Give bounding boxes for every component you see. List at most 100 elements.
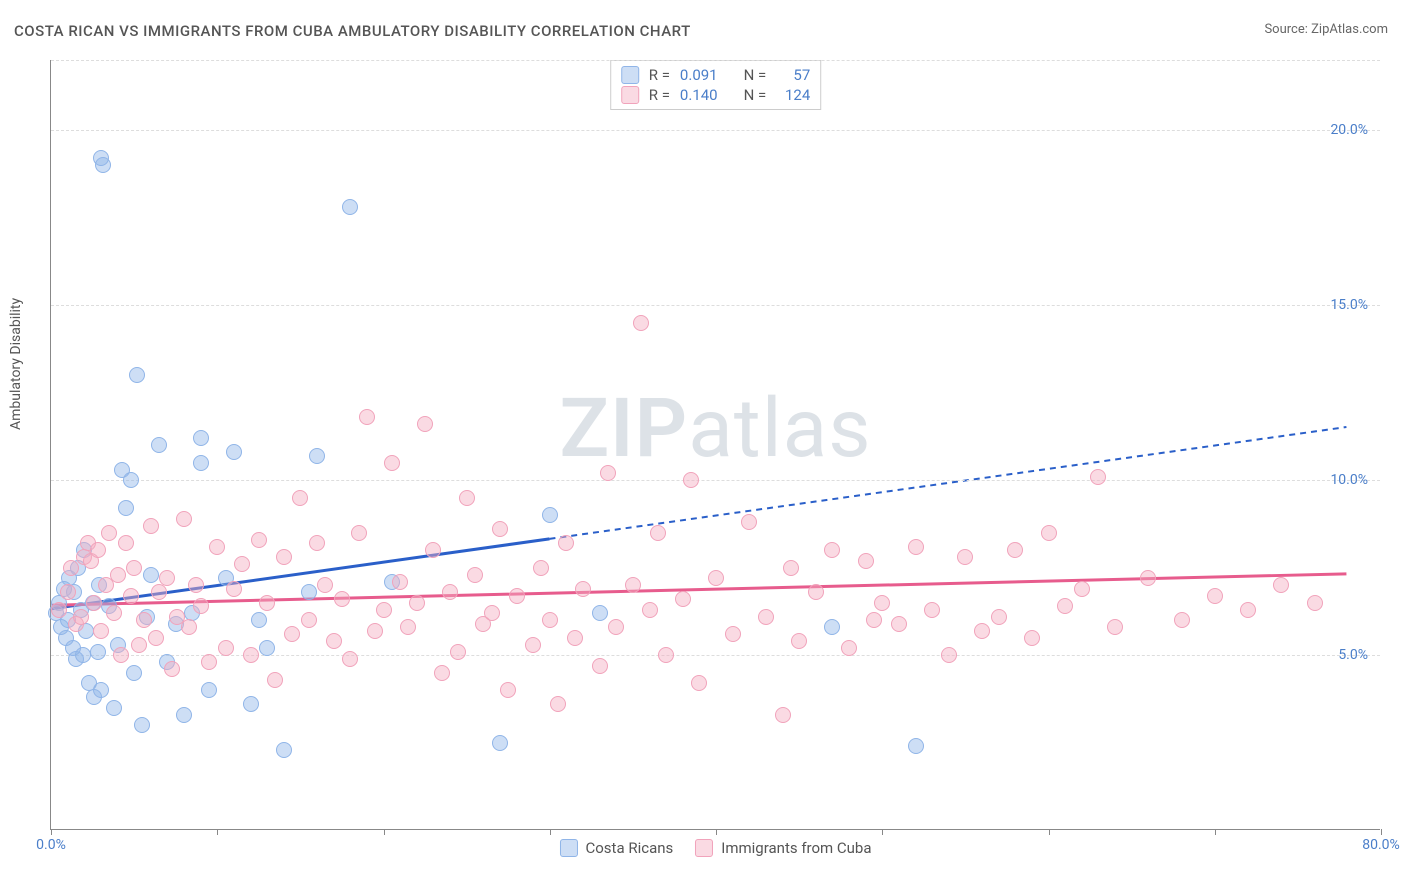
data-point-cuba-immigrants (575, 581, 591, 597)
data-point-cuba-immigrants (106, 605, 122, 621)
data-point-cuba-immigrants (284, 626, 300, 642)
data-point-cuba-immigrants (188, 577, 204, 593)
data-point-cuba-immigrants (642, 602, 658, 618)
data-point-cuba-immigrants (841, 640, 857, 656)
source-link[interactable]: ZipAtlas.com (1311, 22, 1388, 37)
data-point-cuba-immigrants (957, 549, 973, 565)
chart-title: COSTA RICAN VS IMMIGRANTS FROM CUBA AMBU… (14, 22, 691, 40)
data-point-cuba-immigrants (301, 612, 317, 628)
data-point-cuba-immigrants (1041, 525, 1057, 541)
data-point-cuba-immigrants (334, 591, 350, 607)
data-point-cuba-immigrants (193, 598, 209, 614)
data-point-cuba-immigrants (592, 658, 608, 674)
data-point-costa-ricans (309, 448, 325, 464)
data-point-cuba-immigrants (342, 651, 358, 667)
data-point-cuba-immigrants (376, 602, 392, 618)
watermark: ZIPatlas (559, 381, 871, 477)
data-point-cuba-immigrants (600, 465, 616, 481)
data-point-cuba-immigrants (1107, 619, 1123, 635)
data-point-costa-ricans (226, 444, 242, 460)
data-point-cuba-immigrants (991, 609, 1007, 625)
data-point-cuba-immigrants (93, 623, 109, 639)
data-point-costa-ricans (93, 682, 109, 698)
x-tick (217, 829, 218, 835)
data-point-cuba-immigrants (691, 675, 707, 691)
data-point-cuba-immigrants (542, 612, 558, 628)
data-point-cuba-immigrants (866, 612, 882, 628)
data-point-cuba-immigrants (110, 567, 126, 583)
y-tick-label: 15.0% (1330, 297, 1368, 313)
data-point-cuba-immigrants (708, 570, 724, 586)
legend-swatch (559, 839, 577, 857)
legend-label: Costa Ricans (585, 839, 673, 857)
data-point-cuba-immigrants (51, 602, 67, 618)
data-point-cuba-immigrants (608, 619, 624, 635)
data-point-cuba-immigrants (874, 595, 890, 611)
data-point-costa-ricans (118, 500, 134, 516)
data-point-cuba-immigrants (243, 647, 259, 663)
data-point-costa-ricans (542, 507, 558, 523)
legend-r-value: 0.091 (680, 66, 718, 84)
data-point-cuba-immigrants (1140, 570, 1156, 586)
data-point-cuba-immigrants (73, 609, 89, 625)
data-point-cuba-immigrants (267, 672, 283, 688)
data-point-cuba-immigrants (791, 633, 807, 649)
data-point-cuba-immigrants (891, 616, 907, 632)
x-tick (51, 829, 52, 835)
data-point-cuba-immigrants (159, 570, 175, 586)
x-tick (384, 829, 385, 835)
data-point-cuba-immigrants (392, 574, 408, 590)
y-tick-label: 20.0% (1330, 122, 1368, 138)
data-point-cuba-immigrants (725, 626, 741, 642)
data-point-cuba-immigrants (143, 518, 159, 534)
legend-item-costa-ricans: Costa Ricans (559, 839, 673, 857)
trend-line-dashed-costa-ricans (549, 427, 1346, 539)
data-point-cuba-immigrants (259, 595, 275, 611)
source-attribution: Source: ZipAtlas.com (1264, 22, 1388, 37)
legend-n-value: 57 (776, 66, 810, 84)
legend-swatch (621, 66, 639, 84)
data-point-cuba-immigrants (384, 455, 400, 471)
legend-r-label: R = (649, 86, 670, 104)
data-point-costa-ricans (193, 455, 209, 471)
data-point-cuba-immigrants (1090, 469, 1106, 485)
data-point-costa-ricans (151, 437, 167, 453)
legend-swatch (621, 86, 639, 104)
y-tick-label: 10.0% (1330, 472, 1368, 488)
data-point-costa-ricans (492, 735, 508, 751)
data-point-cuba-immigrants (625, 577, 641, 593)
data-point-cuba-immigrants (351, 525, 367, 541)
data-point-cuba-immigrants (775, 707, 791, 723)
data-point-costa-ricans (134, 717, 150, 733)
data-point-cuba-immigrants (317, 577, 333, 593)
data-point-cuba-immigrants (131, 637, 147, 653)
data-point-cuba-immigrants (1273, 577, 1289, 593)
data-point-costa-ricans (95, 157, 111, 173)
legend-swatch (695, 839, 713, 857)
data-point-cuba-immigrants (218, 640, 234, 656)
x-tick (1381, 829, 1382, 835)
data-point-costa-ricans (201, 682, 217, 698)
data-point-cuba-immigrants (123, 588, 139, 604)
data-point-cuba-immigrants (783, 560, 799, 576)
data-point-costa-ricans (276, 742, 292, 758)
data-point-cuba-immigrants (63, 560, 79, 576)
data-point-cuba-immigrants (113, 647, 129, 663)
data-point-costa-ricans (259, 640, 275, 656)
data-point-cuba-immigrants (276, 549, 292, 565)
data-point-cuba-immigrants (101, 525, 117, 541)
data-point-costa-ricans (908, 738, 924, 754)
legend-n-label: N = (744, 66, 767, 84)
data-point-cuba-immigrants (908, 539, 924, 555)
data-point-cuba-immigrants (367, 623, 383, 639)
x-tick (1215, 829, 1216, 835)
data-point-cuba-immigrants (467, 567, 483, 583)
x-tick (716, 829, 717, 835)
data-point-cuba-immigrants (808, 584, 824, 600)
data-point-cuba-immigrants (941, 647, 957, 663)
data-point-cuba-immigrants (409, 595, 425, 611)
data-point-cuba-immigrants (1307, 595, 1323, 611)
data-point-cuba-immigrants (633, 315, 649, 331)
legend-r-value: 0.140 (680, 86, 718, 104)
data-point-cuba-immigrants (1007, 542, 1023, 558)
